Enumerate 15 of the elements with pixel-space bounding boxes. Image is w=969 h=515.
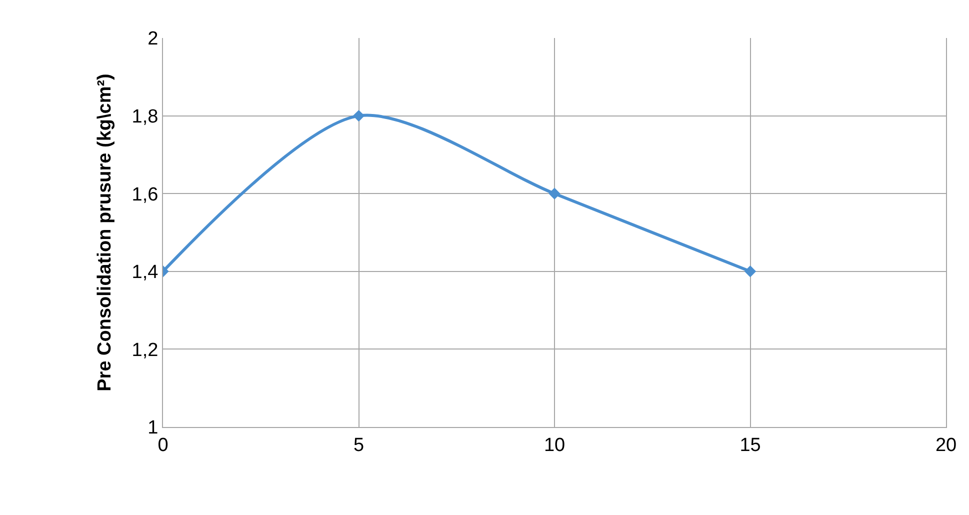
y-tick-label: 1 — [148, 418, 158, 439]
point — [744, 266, 756, 278]
y-tick-label: 2 — [148, 28, 158, 50]
x-tick-label: 5 — [353, 434, 364, 456]
point — [548, 188, 560, 200]
x-tick-label: 15 — [740, 434, 761, 456]
y-tick-label: 1,2 — [132, 340, 158, 361]
y-tick-label: 1,4 — [132, 262, 159, 284]
y-tick-label: 1,6 — [132, 184, 158, 206]
y-axis-title: Pre Consolidation prusure (kg\cm²) — [94, 74, 116, 392]
y-tick-label: 1,8 — [132, 106, 158, 128]
x-tick-label: 20 — [935, 434, 957, 456]
x-tick-label: 0 — [158, 434, 168, 456]
point — [352, 110, 365, 122]
x-tick-label: 10 — [544, 434, 566, 456]
